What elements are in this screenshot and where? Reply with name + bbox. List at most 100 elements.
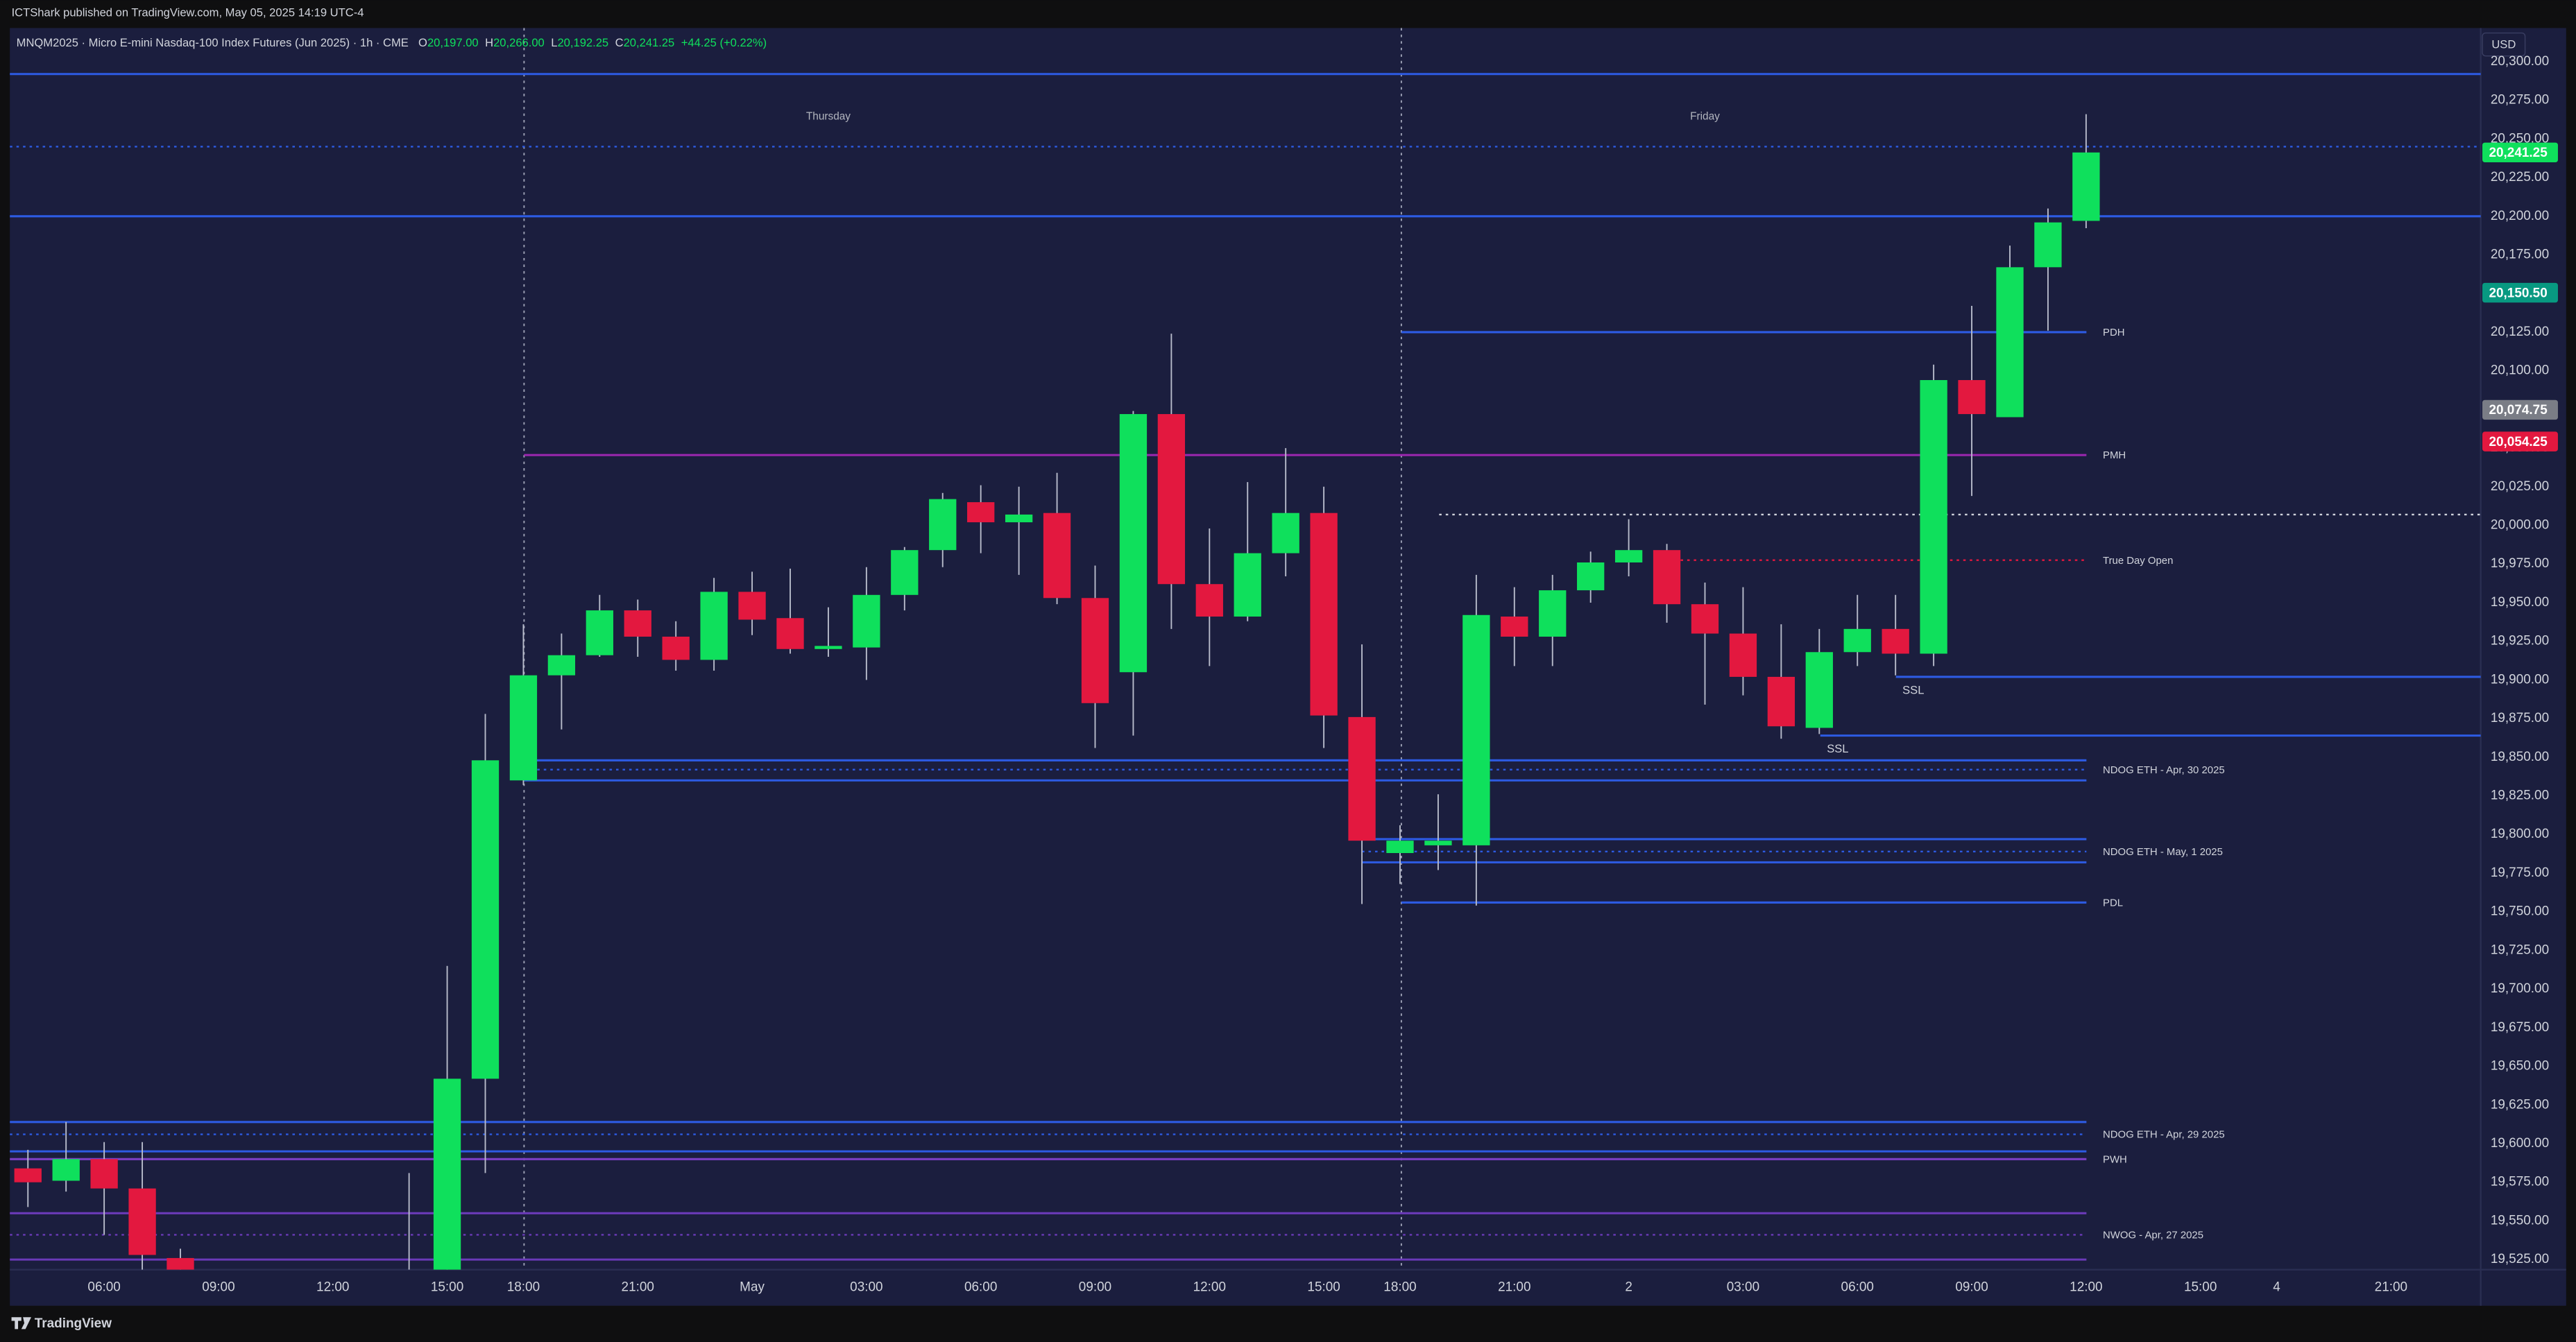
currency[interactable]: USD xyxy=(2491,38,2516,51)
candle-body xyxy=(1539,590,1567,637)
candle-body xyxy=(1386,841,1414,853)
candle-body xyxy=(547,655,576,676)
price-badge xyxy=(2482,282,2558,303)
candle-body xyxy=(1119,414,1148,673)
ohlc-value: 20,197.00 xyxy=(427,36,479,49)
y-tick-label: 19,750.00 xyxy=(2491,904,2549,919)
x-tick-label: 03:00 xyxy=(1727,1280,1759,1295)
level-label: PDL xyxy=(2103,897,2123,909)
y-tick-label: 19,650.00 xyxy=(2491,1059,2549,1074)
candle-body xyxy=(1348,716,1376,841)
candle-body xyxy=(586,610,613,655)
candle-body xyxy=(1882,628,1909,654)
x-tick-label: 12:00 xyxy=(1193,1280,1226,1295)
brand-logo xyxy=(11,1317,31,1330)
candle-body xyxy=(891,550,919,595)
candle-body xyxy=(1996,267,2024,418)
currency-box[interactable] xyxy=(2482,32,2526,57)
x-tick-label: 06:00 xyxy=(87,1280,120,1295)
y-tick-label: 19,575.00 xyxy=(2491,1175,2549,1189)
y-tick-label: 19,700.00 xyxy=(2491,981,2549,996)
x-tick-label: 21:00 xyxy=(622,1280,654,1295)
x-tick-label: May xyxy=(740,1280,765,1295)
x-tick-label: 09:00 xyxy=(202,1280,234,1295)
candle-body xyxy=(814,646,842,649)
candle-body xyxy=(433,1078,461,1270)
x-tick-label: 18:00 xyxy=(507,1280,540,1295)
plot-background xyxy=(10,28,2566,1306)
y-tick-label: 20,000.00 xyxy=(2491,518,2549,533)
y-tick-label: 20,250.00 xyxy=(2491,131,2549,146)
candle-body xyxy=(1462,614,1490,845)
price-badge xyxy=(2482,142,2558,163)
x-tick-label: 12:00 xyxy=(316,1280,349,1295)
price-badge-label: 20,074.75 xyxy=(2489,403,2547,418)
level-label: PWH xyxy=(2103,1154,2127,1165)
candle-body xyxy=(1920,380,1947,654)
x-tick-label: 03:00 xyxy=(850,1280,882,1295)
level-label: True Day Open xyxy=(2103,556,2173,567)
y-tick-label: 19,525.00 xyxy=(2491,1252,2549,1266)
level-label: NDOG ETH - Apr, 29 2025 xyxy=(2103,1130,2225,1141)
ohlc-key: L xyxy=(551,36,557,49)
level-label: PMH xyxy=(2103,450,2126,461)
candle-body xyxy=(1653,550,1681,605)
price-badge-label: 20,241.25 xyxy=(2489,146,2547,160)
y-tick-label: 20,025.00 xyxy=(2491,479,2549,494)
candle-body xyxy=(1729,633,1757,677)
candle-body xyxy=(471,760,500,1079)
candle-body xyxy=(90,1159,118,1189)
y-tick-label: 20,275.00 xyxy=(2491,93,2549,107)
price-badge xyxy=(2482,431,2558,451)
candle-body xyxy=(624,610,651,637)
candle-body xyxy=(776,618,804,649)
x-tick-label: 15:00 xyxy=(431,1280,463,1295)
y-tick-label: 19,900.00 xyxy=(2491,672,2549,687)
price-badge-label: 20,150.50 xyxy=(2489,286,2547,300)
candle-body xyxy=(1195,584,1223,617)
price-badge xyxy=(2482,399,2558,420)
y-tick-label: 19,825.00 xyxy=(2491,789,2549,803)
candle-body xyxy=(509,675,538,781)
candle-body xyxy=(1234,553,1261,617)
candle-body xyxy=(1614,550,1643,563)
candle-body xyxy=(1424,841,1452,845)
y-tick-label: 20,175.00 xyxy=(2491,247,2549,261)
y-tick-label: 19,550.00 xyxy=(2491,1213,2549,1228)
x-tick-label: 18:00 xyxy=(1383,1280,1416,1295)
candle-body xyxy=(2072,152,2100,221)
y-tick-label: 19,950.00 xyxy=(2491,595,2549,610)
y-tick-label: 19,975.00 xyxy=(2491,556,2549,571)
x-tick-label: 12:00 xyxy=(2070,1280,2102,1295)
ohlc-value: 20,192.25 xyxy=(557,36,608,49)
candle-body xyxy=(2034,222,2062,268)
y-tick-label: 19,925.00 xyxy=(2491,634,2549,648)
x-tick-label: 06:00 xyxy=(964,1280,997,1295)
y-tick-label: 19,875.00 xyxy=(2491,711,2549,725)
x-tick-label: 21:00 xyxy=(1498,1280,1530,1295)
candle-body xyxy=(738,592,766,620)
y-tick-label: 19,850.00 xyxy=(2491,750,2549,764)
candle-body xyxy=(14,1168,42,1182)
candle-body xyxy=(967,502,995,523)
candle-body xyxy=(167,1257,194,1270)
candle-body xyxy=(1081,598,1109,703)
candle-body xyxy=(1310,513,1338,716)
candle-body xyxy=(1272,513,1299,553)
y-tick-label: 20,125.00 xyxy=(2491,325,2549,339)
candle-body xyxy=(700,592,728,660)
level-label: PDH xyxy=(2103,327,2124,338)
candle-body xyxy=(1157,414,1186,585)
change: +44.25 (+0.22%) xyxy=(681,36,767,49)
candle-body xyxy=(128,1188,156,1255)
y-tick-label: 20,300.00 xyxy=(2491,54,2549,69)
y-tick-label: 20,100.00 xyxy=(2491,363,2549,378)
candle-body xyxy=(1501,617,1528,637)
y-tick-label: 20,225.00 xyxy=(2491,170,2549,184)
publisher: ICTShark published on TradingView.com, M… xyxy=(12,6,364,19)
x-tick-label: 09:00 xyxy=(1079,1280,1111,1295)
y-tick-label: 19,675.00 xyxy=(2491,1020,2549,1035)
day-label: Friday xyxy=(1690,110,1720,122)
